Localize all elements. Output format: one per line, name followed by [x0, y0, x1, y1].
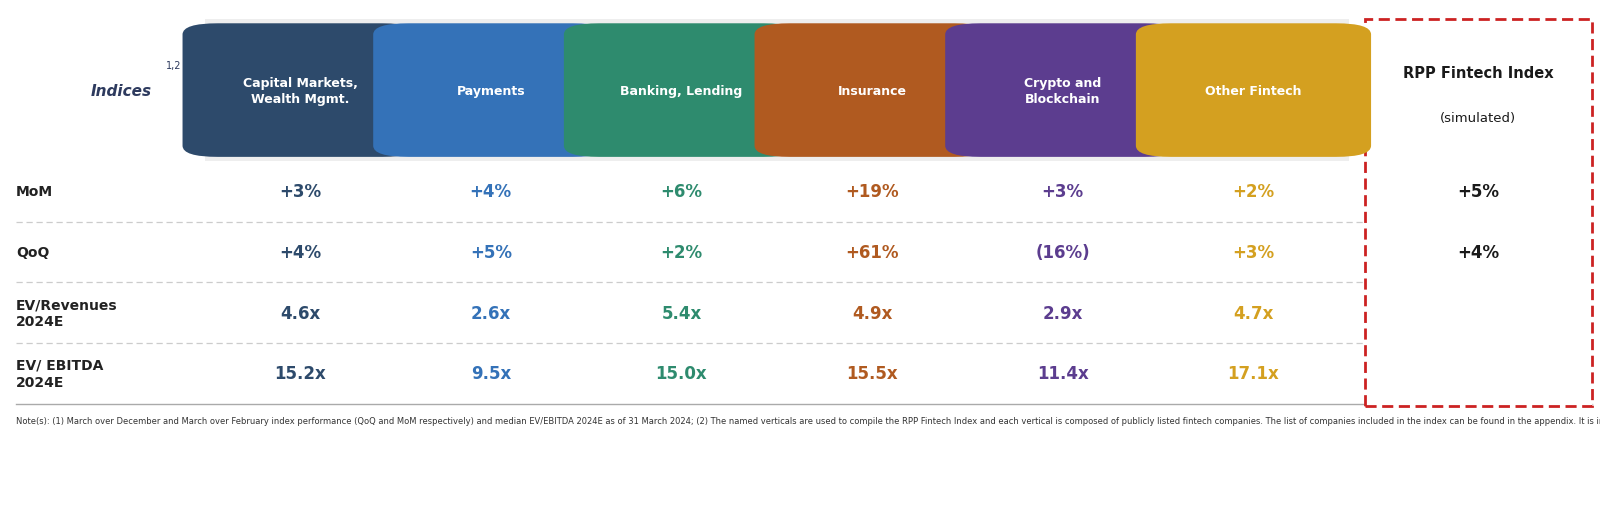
Text: 17.1x: 17.1x [1227, 365, 1280, 383]
Text: +4%: +4% [1458, 243, 1499, 262]
Text: QoQ: QoQ [16, 245, 50, 260]
Text: 4.6x: 4.6x [280, 304, 320, 322]
Text: 2.6x: 2.6x [470, 304, 510, 322]
Text: Indices: Indices [91, 83, 152, 98]
Text: Crypto and
Blockchain: Crypto and Blockchain [1024, 76, 1101, 106]
FancyBboxPatch shape [946, 24, 1181, 158]
FancyBboxPatch shape [1136, 24, 1371, 158]
Text: MoM: MoM [16, 185, 53, 199]
Text: EV/ EBITDA
2024E: EV/ EBITDA 2024E [16, 358, 104, 389]
FancyBboxPatch shape [182, 24, 418, 158]
Text: 11.4x: 11.4x [1037, 365, 1088, 383]
Text: 4.7x: 4.7x [1234, 304, 1274, 322]
Text: 4.9x: 4.9x [851, 304, 893, 322]
Text: 9.5x: 9.5x [470, 365, 510, 383]
FancyBboxPatch shape [1365, 20, 1592, 407]
Text: (16%): (16%) [1035, 243, 1090, 262]
Text: +5%: +5% [470, 243, 512, 262]
Text: Note(s): (1) March over December and March over February index performance (QoQ : Note(s): (1) March over December and Mar… [16, 417, 1600, 426]
Text: 15.2x: 15.2x [274, 365, 326, 383]
Text: 2.9x: 2.9x [1043, 304, 1083, 322]
FancyBboxPatch shape [755, 24, 990, 158]
Text: (simulated): (simulated) [1440, 112, 1517, 125]
Text: +5%: +5% [1458, 183, 1499, 201]
Text: Payments: Payments [456, 84, 525, 97]
Text: 15.5x: 15.5x [846, 365, 898, 383]
Text: 5.4x: 5.4x [661, 304, 701, 322]
Text: +2%: +2% [661, 243, 702, 262]
Text: +3%: +3% [278, 183, 322, 201]
Text: +3%: +3% [1232, 243, 1275, 262]
Text: 1,2: 1,2 [166, 61, 182, 71]
Text: EV/Revenues
2024E: EV/Revenues 2024E [16, 297, 118, 329]
Text: 15.0x: 15.0x [656, 365, 707, 383]
Text: +2%: +2% [1232, 183, 1275, 201]
Text: +6%: +6% [661, 183, 702, 201]
FancyBboxPatch shape [563, 24, 798, 158]
Text: +4%: +4% [278, 243, 322, 262]
FancyBboxPatch shape [373, 24, 608, 158]
Text: Capital Markets,
Wealth Mgmt.: Capital Markets, Wealth Mgmt. [243, 76, 357, 106]
Text: +61%: +61% [845, 243, 899, 262]
Text: RPP Fintech Index: RPP Fintech Index [1403, 66, 1554, 81]
Text: Banking, Lending: Banking, Lending [621, 84, 742, 97]
Text: Insurance: Insurance [838, 84, 907, 97]
Text: +3%: +3% [1042, 183, 1083, 201]
Text: Other Fintech: Other Fintech [1205, 84, 1302, 97]
Text: +19%: +19% [845, 183, 899, 201]
Text: +4%: +4% [470, 183, 512, 201]
FancyBboxPatch shape [205, 20, 1349, 162]
